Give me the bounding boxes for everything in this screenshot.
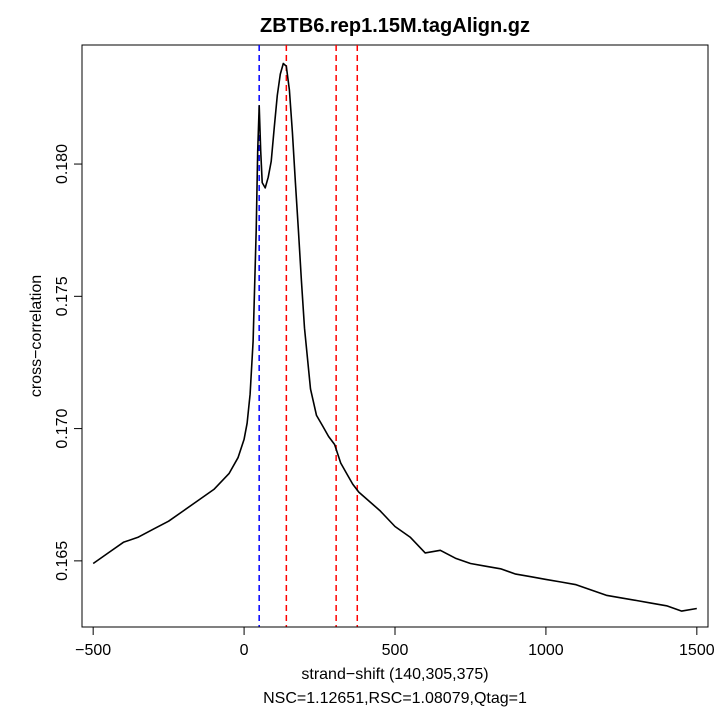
y-tick-label: 0.165 xyxy=(54,541,71,581)
x-tick-label: 0 xyxy=(240,642,249,659)
x-tick-label: 500 xyxy=(382,642,409,659)
y-axis-label: cross−correlation xyxy=(28,275,45,397)
y-tick-label: 0.175 xyxy=(54,276,71,316)
y-tick-label: 0.180 xyxy=(54,144,71,184)
x-axis-label: strand−shift (140,305,375) xyxy=(301,666,488,683)
y-tick-label: 0.170 xyxy=(54,408,71,448)
chart-subtitle: NSC=1.12651,RSC=1.08079,Qtag=1 xyxy=(263,690,527,707)
chart-title: ZBTB6.rep1.15M.tagAlign.gz xyxy=(260,15,530,37)
x-tick-label: 1000 xyxy=(528,642,564,659)
x-tick-label: 1500 xyxy=(679,642,715,659)
series-group xyxy=(92,62,697,612)
series-line-0 xyxy=(92,62,697,612)
plot-frame xyxy=(81,44,709,628)
reference-lines xyxy=(258,45,359,627)
x-tick-label: −500 xyxy=(75,642,111,659)
y-axis: 0.165 0.170 0.175 0.180 xyxy=(54,144,83,581)
x-axis: −500 0 500 1000 1500 xyxy=(75,626,715,659)
